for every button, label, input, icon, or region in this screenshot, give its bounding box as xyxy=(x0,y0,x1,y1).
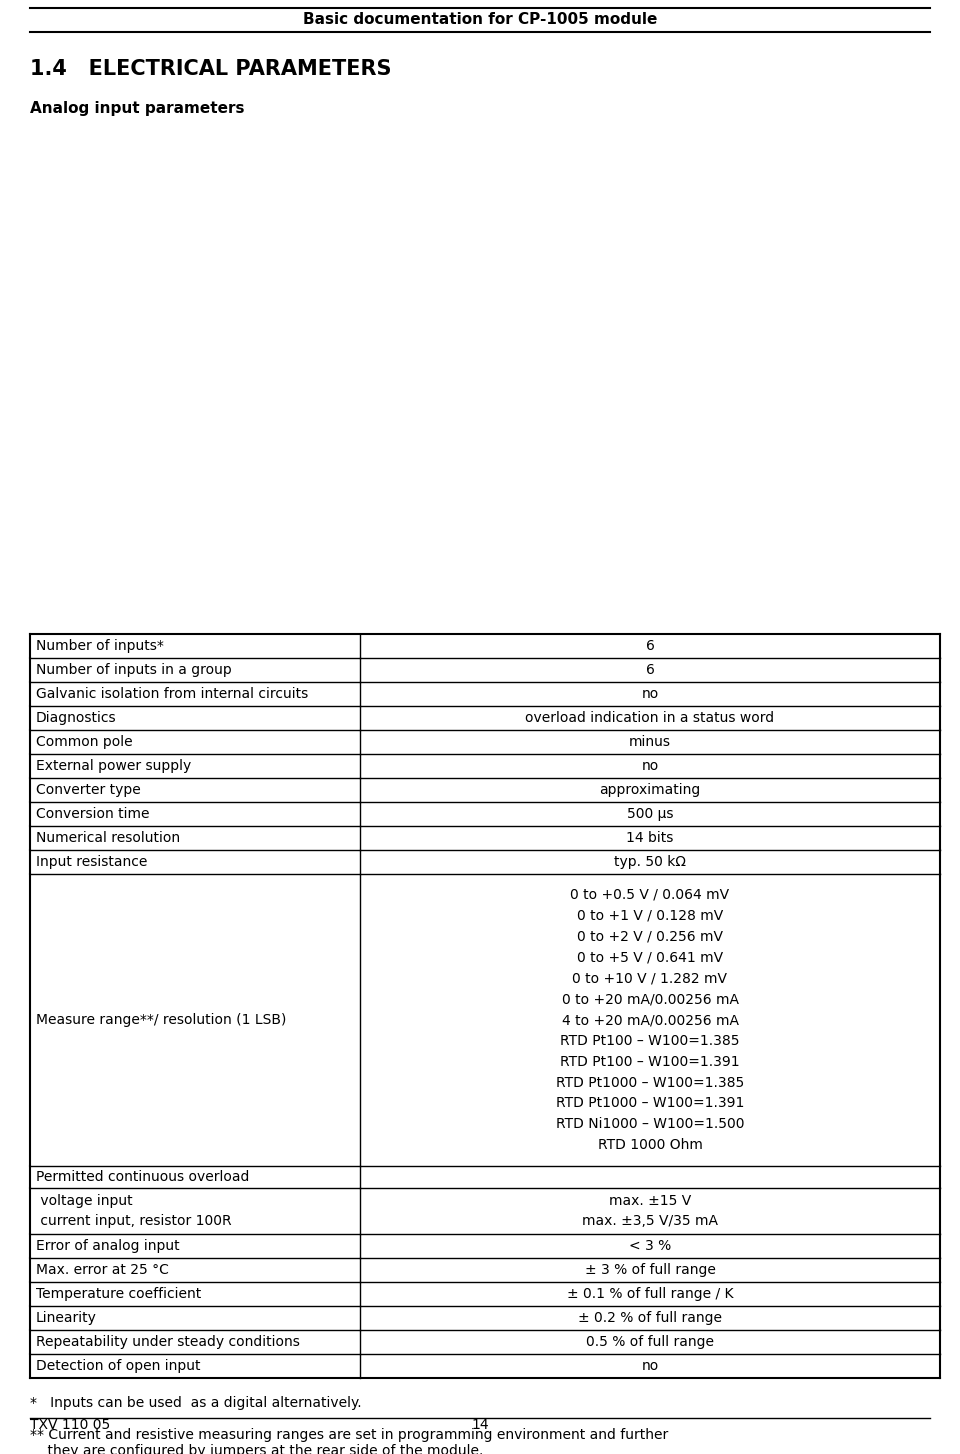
Text: 0 to +5 V / 0.641 mV: 0 to +5 V / 0.641 mV xyxy=(577,951,723,964)
Text: Error of analog input: Error of analog input xyxy=(36,1239,180,1253)
Text: Basic documentation for CP-1005 module: Basic documentation for CP-1005 module xyxy=(302,13,658,28)
Text: TXV 110 05: TXV 110 05 xyxy=(30,1418,110,1432)
Text: 0 to +20 mA/0.00256 mA: 0 to +20 mA/0.00256 mA xyxy=(562,992,738,1006)
Text: Max. error at 25 °C: Max. error at 25 °C xyxy=(36,1264,169,1277)
Text: ± 0.2 % of full range: ± 0.2 % of full range xyxy=(578,1312,722,1325)
Text: voltage input: voltage input xyxy=(36,1194,132,1208)
Text: 0.5 % of full range: 0.5 % of full range xyxy=(586,1335,714,1349)
Text: 0 to +2 V / 0.256 mV: 0 to +2 V / 0.256 mV xyxy=(577,929,723,944)
Text: ± 0.1 % of full range / K: ± 0.1 % of full range / K xyxy=(566,1287,733,1301)
Text: no: no xyxy=(641,759,659,774)
Text: Repeatability under steady conditions: Repeatability under steady conditions xyxy=(36,1335,300,1349)
Text: Input resistance: Input resistance xyxy=(36,855,148,869)
Text: 6: 6 xyxy=(645,663,655,678)
Text: Permitted continuous overload: Permitted continuous overload xyxy=(36,1170,250,1184)
Text: RTD Pt1000 – W100=1.391: RTD Pt1000 – W100=1.391 xyxy=(556,1096,744,1111)
Text: no: no xyxy=(641,1359,659,1373)
Text: Number of inputs*: Number of inputs* xyxy=(36,638,164,653)
Text: 0 to +1 V / 0.128 mV: 0 to +1 V / 0.128 mV xyxy=(577,909,723,923)
Text: ** Current and resistive measuring ranges are set in programming environment and: ** Current and resistive measuring range… xyxy=(30,1428,668,1454)
Text: 14 bits: 14 bits xyxy=(626,832,674,845)
Text: Numerical resolution: Numerical resolution xyxy=(36,832,180,845)
Text: max. ±15 V: max. ±15 V xyxy=(609,1194,691,1208)
Text: approximating: approximating xyxy=(599,784,701,797)
Text: 6: 6 xyxy=(645,638,655,653)
Text: *   Inputs can be used  as a digital alternatively.: * Inputs can be used as a digital altern… xyxy=(30,1396,362,1410)
Text: Measure range**/ resolution (1 LSB): Measure range**/ resolution (1 LSB) xyxy=(36,1013,286,1027)
Text: RTD Pt100 – W100=1.385: RTD Pt100 – W100=1.385 xyxy=(561,1034,740,1048)
Text: 0 to +0.5 V / 0.064 mV: 0 to +0.5 V / 0.064 mV xyxy=(570,888,730,901)
Text: current input, resistor 100R: current input, resistor 100R xyxy=(36,1214,231,1229)
Text: Diagnostics: Diagnostics xyxy=(36,711,116,726)
Text: minus: minus xyxy=(629,736,671,749)
Text: Detection of open input: Detection of open input xyxy=(36,1359,201,1373)
Text: 500 μs: 500 μs xyxy=(627,807,673,822)
Text: 4 to +20 mA/0.00256 mA: 4 to +20 mA/0.00256 mA xyxy=(562,1013,738,1027)
Text: max. ±3,5 V/35 mA: max. ±3,5 V/35 mA xyxy=(582,1214,718,1229)
Text: RTD Ni1000 – W100=1.500: RTD Ni1000 – W100=1.500 xyxy=(556,1117,744,1131)
Text: typ. 50 kΩ: typ. 50 kΩ xyxy=(614,855,686,869)
Text: ± 3 % of full range: ± 3 % of full range xyxy=(585,1264,715,1277)
Text: Common pole: Common pole xyxy=(36,736,132,749)
Text: RTD 1000 Ohm: RTD 1000 Ohm xyxy=(597,1138,703,1152)
Text: no: no xyxy=(641,686,659,701)
Text: Converter type: Converter type xyxy=(36,784,141,797)
Text: 14: 14 xyxy=(471,1418,489,1432)
Text: overload indication in a status word: overload indication in a status word xyxy=(525,711,775,726)
Text: Number of inputs in a group: Number of inputs in a group xyxy=(36,663,231,678)
Text: External power supply: External power supply xyxy=(36,759,191,774)
Text: Galvanic isolation from internal circuits: Galvanic isolation from internal circuit… xyxy=(36,686,308,701)
Text: 0 to +10 V / 1.282 mV: 0 to +10 V / 1.282 mV xyxy=(572,971,728,986)
Text: Analog input parameters: Analog input parameters xyxy=(30,102,245,116)
Text: RTD Pt100 – W100=1.391: RTD Pt100 – W100=1.391 xyxy=(561,1054,740,1069)
Text: Conversion time: Conversion time xyxy=(36,807,150,822)
Text: RTD Pt1000 – W100=1.385: RTD Pt1000 – W100=1.385 xyxy=(556,1076,744,1089)
Text: Temperature coefficient: Temperature coefficient xyxy=(36,1287,202,1301)
Text: 1.4   ELECTRICAL PARAMETERS: 1.4 ELECTRICAL PARAMETERS xyxy=(30,60,392,79)
Text: Linearity: Linearity xyxy=(36,1312,97,1325)
Text: < 3 %: < 3 % xyxy=(629,1239,671,1253)
